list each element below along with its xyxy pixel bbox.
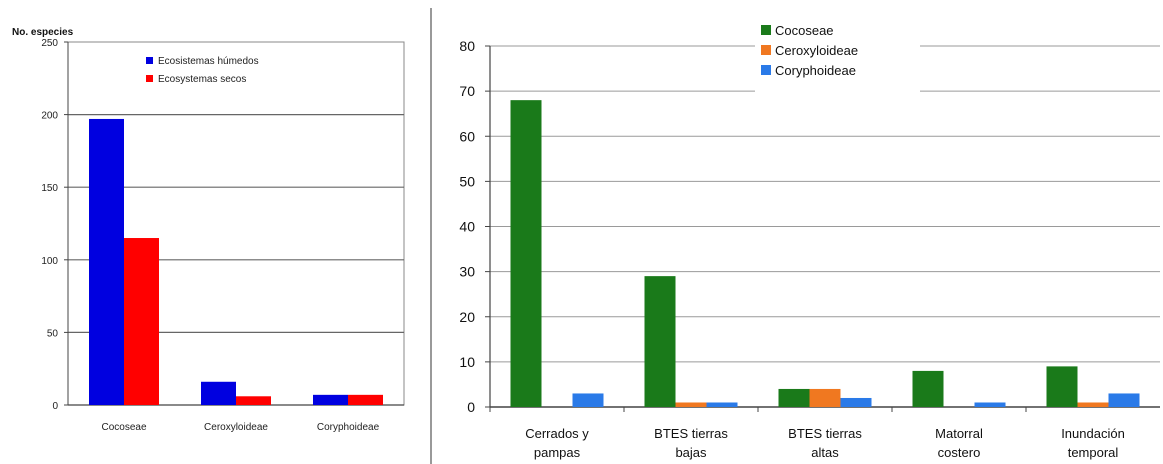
bar-1-2 bbox=[706, 402, 738, 407]
legend-label: Ceroxyloideae bbox=[775, 43, 858, 58]
y-tick-label: 100 bbox=[41, 256, 58, 267]
bar-1-0 bbox=[644, 276, 676, 407]
bar-4-1 bbox=[1077, 402, 1109, 407]
bar-1-1 bbox=[675, 402, 707, 407]
x-category-label-line: altas bbox=[811, 445, 839, 460]
y-tick-label: 250 bbox=[41, 38, 58, 49]
legend-swatch bbox=[146, 57, 153, 64]
x-category-label-line: BTES tierras bbox=[788, 426, 862, 441]
y-tick-label: 30 bbox=[459, 264, 475, 280]
bar-0-0 bbox=[89, 118, 124, 406]
chart-1-x-categories: Cocoseae Ceroxyloideae Coryphoideae bbox=[101, 422, 379, 433]
y-tick-label: 80 bbox=[459, 38, 475, 54]
x-category-label-line: bajas bbox=[675, 445, 707, 460]
bar-0-2 bbox=[572, 393, 604, 407]
legend-swatch bbox=[761, 25, 771, 35]
chart-1-y-ticks: 0 50 100 150 200 250 bbox=[41, 38, 58, 412]
bar-3-0 bbox=[912, 370, 944, 407]
y-tick-label: 50 bbox=[47, 328, 59, 339]
chart-habitats: 0 10 20 30 40 50 60 70 80 Cerrados y pampas BTES t… bbox=[459, 20, 1160, 460]
x-category-label: Cocoseae bbox=[101, 422, 146, 433]
legend-box bbox=[140, 50, 315, 92]
x-category-label: Ceroxyloideae bbox=[204, 422, 268, 433]
chart-2-legend: Cocoseae Ceroxyloideae Coryphoideae bbox=[755, 20, 920, 92]
bar-4-0 bbox=[1046, 366, 1078, 407]
x-category-label-line: costero bbox=[938, 445, 981, 460]
bar-0-1 bbox=[124, 238, 159, 405]
y-tick-label: 200 bbox=[41, 111, 58, 122]
chart-2-x-categories: Cerrados y pampas BTES tierras bajas BTES ti… bbox=[525, 426, 1125, 460]
legend-label: Cocoseae bbox=[775, 23, 834, 38]
bar-0-0 bbox=[510, 100, 542, 408]
x-category-label-line: temporal bbox=[1068, 445, 1119, 460]
x-category-label-line: Cerrados y bbox=[525, 426, 589, 441]
bar-1-1 bbox=[236, 396, 271, 405]
y-tick-label: 0 bbox=[52, 401, 58, 412]
chart-2-grid bbox=[485, 45, 1160, 412]
bar-2-1 bbox=[348, 394, 383, 405]
y-tick-label: 150 bbox=[41, 183, 58, 194]
chart-1-bars bbox=[89, 118, 383, 406]
bar-2-2 bbox=[840, 397, 872, 407]
bar-1-0 bbox=[201, 381, 236, 405]
legend-swatch bbox=[761, 65, 771, 75]
x-category-label-line: pampas bbox=[534, 445, 581, 460]
x-category-label-line: Matorral bbox=[935, 426, 983, 441]
chart-2-bars bbox=[510, 100, 1140, 408]
x-category-label-line: Inundación bbox=[1061, 426, 1125, 441]
x-category-label-line: BTES tierras bbox=[654, 426, 728, 441]
legend-label: Ecosistemas húmedos bbox=[158, 56, 259, 67]
bar-2-1 bbox=[809, 388, 841, 407]
bar-2-0 bbox=[313, 394, 348, 405]
chart-1-legend: Ecosistemas húmedos Ecosystemas secos bbox=[140, 50, 315, 92]
y-tick-label: 70 bbox=[459, 83, 475, 99]
chart-ecosystems: No. especies 0 50 100 150 200 250 Cocoseae Cer… bbox=[12, 27, 405, 433]
y-tick-label: 20 bbox=[459, 309, 475, 325]
bar-4-2 bbox=[1108, 393, 1140, 407]
legend-label: Coryphoideae bbox=[775, 63, 856, 78]
legend-label: Ecosystemas secos bbox=[158, 74, 246, 85]
legend-box bbox=[755, 20, 920, 92]
y-tick-label: 40 bbox=[459, 219, 475, 235]
legend-swatch bbox=[146, 75, 153, 82]
y-tick-label: 60 bbox=[459, 128, 475, 144]
y-axis-label: No. especies bbox=[12, 27, 74, 38]
y-tick-label: 50 bbox=[459, 173, 475, 189]
legend-swatch bbox=[761, 45, 771, 55]
chart-2-y-ticks: 0 10 20 30 40 50 60 70 80 bbox=[459, 38, 475, 415]
bar-2-0 bbox=[778, 388, 810, 407]
x-category-label: Coryphoideae bbox=[317, 422, 380, 433]
y-tick-label: 0 bbox=[467, 399, 475, 415]
y-tick-label: 10 bbox=[459, 354, 475, 370]
bar-3-2 bbox=[974, 402, 1006, 407]
